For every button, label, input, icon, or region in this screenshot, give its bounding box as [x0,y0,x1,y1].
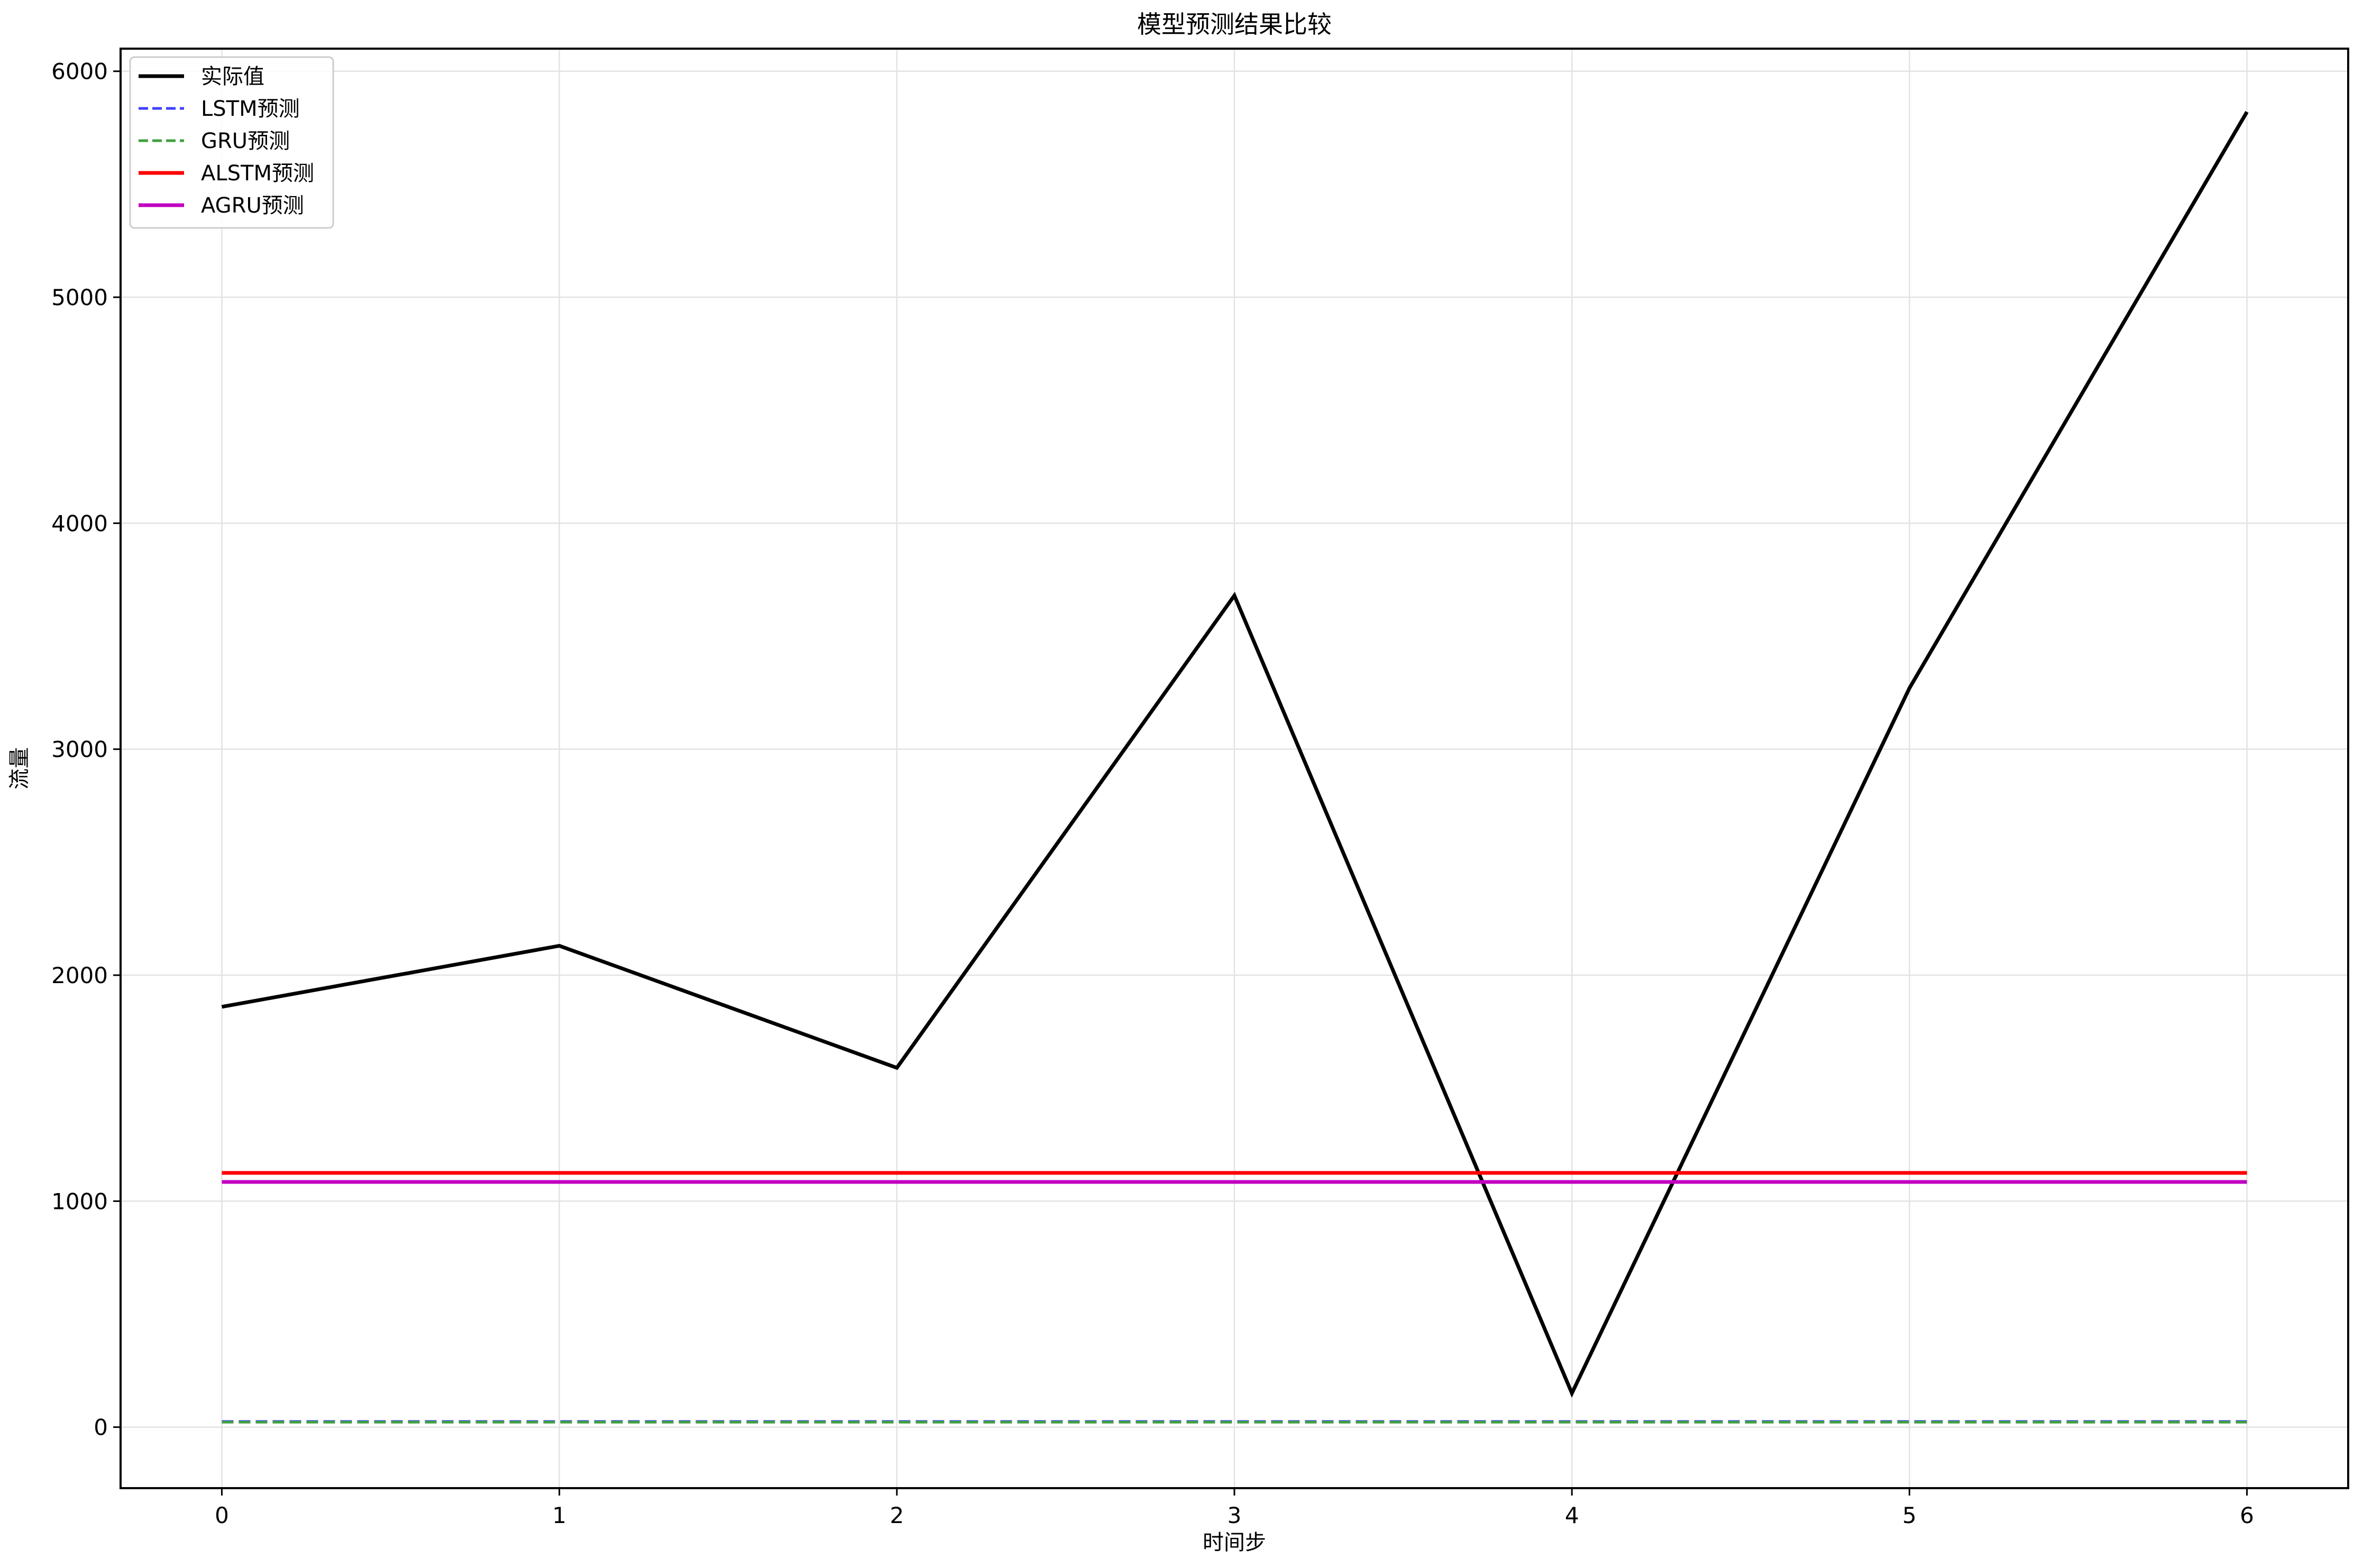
y-tick-label: 1000 [51,1188,108,1214]
grid [121,49,2348,1488]
y-tick-label: 0 [94,1415,108,1441]
legend-label: GRU预测 [201,129,290,153]
x-tick-label: 5 [1902,1502,1917,1528]
x-tick-label: 4 [1565,1502,1579,1528]
chart-title: 模型预测结果比较 [1137,10,1332,39]
x-tick-label: 3 [1228,1502,1242,1528]
legend-label: 实际值 [201,65,264,89]
x-tick-label: 6 [2240,1502,2254,1528]
series-line [221,111,2249,1398]
x-axis-label: 时间步 [1203,1530,1266,1555]
legend-label: LSTM预测 [201,97,300,121]
legend-label: AGRU预测 [201,194,304,218]
y-tick-label: 4000 [51,510,108,536]
series-lines [221,111,2249,1424]
y-tick-label: 2000 [51,962,108,988]
y-axis-label: 流量 [7,747,32,790]
legend-box [129,56,334,229]
legend: 实际值 LSTM预测 GRU预测 ALSTM预测 AGRU预测 [129,56,334,229]
legend-label: ALSTM预测 [201,161,314,186]
axis-ticks: 0 1 2 3 4 5 6 0 1000 2000 3000 4000 5000 6000 [51,59,2254,1528]
x-tick-label: 1 [552,1502,566,1528]
y-tick-label: 3000 [51,737,108,763]
x-tick-label: 0 [215,1502,229,1528]
y-tick-label: 5000 [51,285,108,310]
x-tick-label: 2 [890,1502,904,1528]
y-tick-label: 6000 [51,59,108,85]
